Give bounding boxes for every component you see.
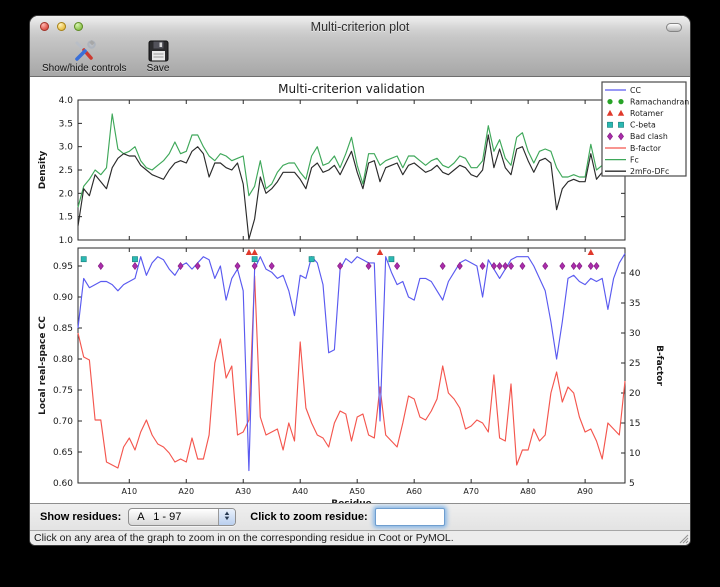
residue-range-dropdown[interactable]: A 1 - 97 ▲ ▼ bbox=[128, 508, 237, 526]
svg-text:A10: A10 bbox=[121, 487, 137, 496]
show-hide-controls-label: Show/hide controls bbox=[42, 63, 127, 74]
svg-text:A60: A60 bbox=[406, 487, 422, 496]
minimize-button[interactable] bbox=[57, 22, 66, 31]
save-icon bbox=[147, 38, 170, 63]
svg-text:15: 15 bbox=[629, 419, 640, 429]
svg-text:A50: A50 bbox=[349, 487, 365, 496]
close-button[interactable] bbox=[40, 22, 49, 31]
svg-text:0.85: 0.85 bbox=[53, 324, 73, 334]
svg-text:0.90: 0.90 bbox=[53, 293, 73, 303]
plot-area: Multi-criterion validation 1.0 1.5 2.0 2.5 3.… bbox=[30, 77, 690, 509]
svg-text:0.60: 0.60 bbox=[53, 479, 73, 489]
multi-criterion-plot-window: Multi-criterion plot Show/hide controls bbox=[30, 16, 690, 545]
svg-text:0.70: 0.70 bbox=[53, 417, 73, 427]
resize-grip[interactable] bbox=[677, 532, 689, 544]
svg-text:4.0: 4.0 bbox=[59, 96, 74, 106]
svg-text:1.5: 1.5 bbox=[59, 213, 73, 223]
svg-text:A80: A80 bbox=[520, 487, 536, 496]
multi-criterion-validation-plot[interactable]: Multi-criterion validation 1.0 1.5 2.0 2.5 3.… bbox=[30, 77, 690, 509]
svg-text:2mFo-DFc: 2mFo-DFc bbox=[630, 167, 669, 176]
svg-text:2.5: 2.5 bbox=[59, 166, 73, 176]
svg-text:0.95: 0.95 bbox=[53, 262, 73, 272]
svg-text:Density: Density bbox=[38, 151, 48, 190]
show-residues-label: Show residues: bbox=[40, 511, 122, 523]
legend: CC Ramachandran Rotamer C-beta Bad clash B-fa… bbox=[601, 81, 689, 177]
svg-text:20: 20 bbox=[629, 389, 641, 399]
svg-text:B-factor: B-factor bbox=[630, 144, 662, 153]
window-title: Multi-criterion plot bbox=[310, 20, 410, 34]
residue-range-value: A 1 - 97 bbox=[137, 511, 182, 523]
dropdown-stepper-icon: ▲ ▼ bbox=[218, 509, 236, 525]
svg-text:A30: A30 bbox=[235, 487, 251, 496]
density-plot[interactable]: 1.0 1.5 2.0 2.5 3.0 3.5 4.0 Density bbox=[38, 96, 626, 246]
svg-text:B-factor: B-factor bbox=[654, 345, 664, 386]
svg-text:10: 10 bbox=[629, 449, 641, 459]
svg-text:A70: A70 bbox=[463, 487, 479, 496]
svg-text:40: 40 bbox=[629, 269, 641, 279]
svg-text:A90: A90 bbox=[577, 487, 593, 496]
svg-text:0.65: 0.65 bbox=[53, 448, 73, 458]
save-button[interactable]: Save bbox=[147, 38, 170, 75]
svg-text:25: 25 bbox=[629, 359, 640, 369]
svg-text:Bad clash: Bad clash bbox=[630, 132, 668, 141]
show-hide-controls-button[interactable]: Show/hide controls bbox=[42, 38, 127, 75]
svg-text:A40: A40 bbox=[292, 487, 308, 496]
toolbar-toggle-button[interactable] bbox=[666, 23, 682, 32]
svg-text:Fc: Fc bbox=[630, 155, 639, 164]
tools-icon bbox=[71, 38, 97, 63]
svg-text:3.5: 3.5 bbox=[59, 119, 73, 129]
controls-row: Show residues: A 1 - 97 ▲ ▼ Click to zoom… bbox=[30, 503, 690, 530]
svg-text:Local real-space CC: Local real-space CC bbox=[38, 316, 48, 415]
zoom-residue-input[interactable] bbox=[374, 508, 445, 526]
svg-text:Residue: Residue bbox=[331, 499, 371, 503]
svg-text:0.80: 0.80 bbox=[53, 355, 73, 365]
svg-text:1.0: 1.0 bbox=[59, 236, 74, 246]
status-message: Click on any area of the graph to zoom i… bbox=[34, 532, 454, 544]
svg-text:30: 30 bbox=[629, 329, 641, 339]
zoom-residue-label: Click to zoom residue: bbox=[250, 511, 368, 523]
svg-text:0.75: 0.75 bbox=[53, 386, 73, 396]
zoom-button[interactable] bbox=[74, 22, 83, 31]
svg-text:2.0: 2.0 bbox=[59, 189, 74, 199]
svg-text:5: 5 bbox=[629, 479, 635, 489]
svg-text:Ramachandran: Ramachandran bbox=[630, 97, 689, 106]
svg-text:3.0: 3.0 bbox=[59, 143, 74, 153]
title-bar[interactable]: Multi-criterion plot bbox=[30, 16, 690, 38]
svg-text:CC: CC bbox=[630, 86, 641, 95]
svg-text:C-beta: C-beta bbox=[630, 121, 656, 130]
cc-bfactor-plot[interactable]: 0.60 0.65 0.70 0.75 0.80 0.85 0.90 0.95 5 10 15 20 2… bbox=[38, 247, 664, 509]
svg-text:Multi-criterion validation: Multi-criterion validation bbox=[278, 82, 425, 96]
status-bar: Click on any area of the graph to zoom i… bbox=[30, 530, 690, 545]
svg-text:35: 35 bbox=[629, 299, 640, 309]
svg-text:A20: A20 bbox=[178, 487, 194, 496]
svg-text:Rotamer: Rotamer bbox=[630, 109, 664, 118]
save-label: Save bbox=[146, 63, 170, 74]
toolbar: Show/hide controls Save bbox=[30, 38, 690, 77]
